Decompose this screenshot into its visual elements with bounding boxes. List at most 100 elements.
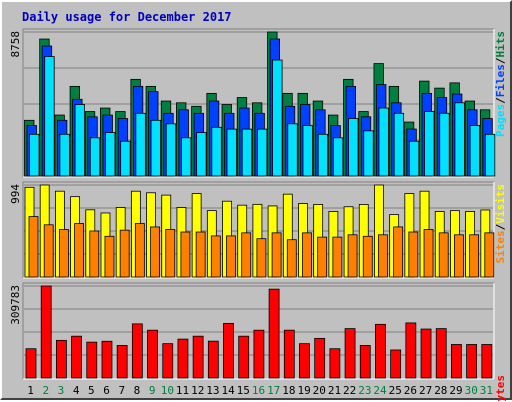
hits-files-pages-legend: Pages/Files/Hits <box>494 31 507 137</box>
x-tick-label-day-5: 5 <box>88 384 95 397</box>
pages-bar-day-17 <box>272 59 283 177</box>
sites-bar-day-18 <box>286 239 297 278</box>
sites-bar-day-10 <box>165 229 176 278</box>
kbytes-bar-day-15 <box>238 335 250 379</box>
sites-bar-day-11 <box>180 231 191 278</box>
kbytes-bar-day-23 <box>359 345 371 379</box>
sites-bar-day-21 <box>332 236 343 278</box>
x-tick-label-day-21: 21 <box>328 384 341 397</box>
x-tick-label-day-8: 8 <box>134 384 141 397</box>
sites-bar-day-30 <box>469 234 480 278</box>
sites-bar-day-16 <box>256 238 267 278</box>
pages-bar-day-4 <box>74 104 85 177</box>
x-tick-label-day-28: 28 <box>434 384 447 397</box>
x-tick-label-day-10: 10 <box>161 384 174 397</box>
x-tick-label-day-30: 30 <box>465 384 478 397</box>
kbytes-bar-day-20 <box>314 337 326 379</box>
x-tick-label-day-11: 11 <box>176 384 189 397</box>
x-tick-label-day-20: 20 <box>313 384 326 397</box>
sites-bar-day-29 <box>454 234 464 278</box>
x-tick-label-day-12: 12 <box>191 384 204 397</box>
legend-separator: / <box>494 223 507 230</box>
sites-bar-day-4 <box>74 223 84 278</box>
kbytes-bar-day-6 <box>101 340 113 379</box>
x-tick-label-day-14: 14 <box>221 384 235 397</box>
pages-bar-day-10 <box>165 123 177 177</box>
x-tick-label-day-18: 18 <box>282 384 295 397</box>
sites-bar-day-22 <box>347 234 358 278</box>
sites-bar-day-23 <box>362 235 373 278</box>
sites-bar-day-12 <box>195 231 206 278</box>
x-tick-label-day-23: 23 <box>358 384 371 397</box>
sites-bar-day-27 <box>423 229 434 278</box>
pages-bar-day-5 <box>89 137 101 177</box>
pages-bar-day-14 <box>226 128 237 177</box>
pages-bar-day-1 <box>29 133 40 177</box>
x-tick-label-day-27: 27 <box>419 384 432 397</box>
sites-bar-day-6 <box>104 235 115 278</box>
kbytes-panel-max-label: 309783 <box>9 285 22 325</box>
x-tick-label-day-1: 1 <box>27 384 34 397</box>
pages-bar-day-21 <box>332 137 344 177</box>
legend-separator: / <box>494 97 507 104</box>
pages-bar-day-16 <box>257 128 268 177</box>
sites-bar-day-31 <box>484 232 495 278</box>
kbytes-bar-day-21 <box>329 348 341 379</box>
sites-bar-day-26 <box>408 231 419 278</box>
x-tick-label-day-7: 7 <box>118 384 125 397</box>
kbytes-bar-day-14 <box>223 322 234 379</box>
chart-title: Daily usage for December 2017 <box>22 10 232 24</box>
kbytes-bar-day-11 <box>177 338 189 379</box>
kbytes-bar-day-4 <box>71 335 82 379</box>
kbytes-bar-day-3 <box>55 339 67 379</box>
x-tick-label-day-22: 22 <box>343 384 356 397</box>
x-tick-label-day-31: 31 <box>480 384 493 397</box>
hits-panel-max-label: 8758 <box>9 31 22 58</box>
x-tick-label-day-4: 4 <box>73 384 80 397</box>
sites-bar-day-2 <box>43 224 54 278</box>
sites-bar-day-24 <box>378 234 388 278</box>
x-tick-label-day-29: 29 <box>449 384 462 397</box>
x-tick-label-day-17: 17 <box>267 384 280 397</box>
legend-separator: / <box>494 57 507 64</box>
kbytes-bar-day-29 <box>451 344 462 379</box>
legend-kbytes: KBytes <box>494 375 507 402</box>
sites-bar-day-28 <box>438 232 449 278</box>
pages-bar-day-6 <box>105 132 116 177</box>
kbytes-bar-day-25 <box>390 349 402 379</box>
kbytes-bar-day-5 <box>86 341 98 379</box>
x-tick-label-day-6: 6 <box>103 384 110 397</box>
pages-bar-day-29 <box>454 102 465 177</box>
x-tick-label-day-13: 13 <box>206 384 219 397</box>
visits-sites-legend: Sites/Visits <box>494 184 507 264</box>
pages-bar-day-26 <box>408 140 420 177</box>
kbytes-bar-day-2 <box>40 285 52 379</box>
x-tick-label-day-26: 26 <box>404 384 417 397</box>
kbytes-bar-day-13 <box>207 340 219 379</box>
pages-bar-day-3 <box>59 133 70 177</box>
sites-bar-day-19 <box>302 232 312 278</box>
sites-bar-day-7 <box>119 229 130 278</box>
legend-hits: Hits <box>494 31 507 58</box>
legend-visits: Visits <box>494 184 507 224</box>
pages-bar-day-11 <box>181 137 192 177</box>
pages-bar-day-9 <box>150 119 161 177</box>
kbytes-bar-day-1 <box>25 348 37 379</box>
kbytes-bar-day-28 <box>435 328 447 379</box>
sites-bar-day-13 <box>210 235 221 278</box>
x-tick-label-day-15: 15 <box>237 384 250 397</box>
x-tick-label-day-19: 19 <box>297 384 310 397</box>
legend-files: Files <box>494 64 507 97</box>
kbytes-bar-day-8 <box>131 323 143 379</box>
legend-sites: Sites <box>494 230 507 263</box>
sites-bar-day-17 <box>271 232 282 278</box>
pages-bar-day-15 <box>241 128 253 177</box>
kbytes-bar-day-7 <box>116 345 128 379</box>
kbytes-bar-day-31 <box>481 344 493 379</box>
pages-bar-day-31 <box>484 133 496 177</box>
kbytes-bar-day-30 <box>466 344 478 379</box>
kbytes-legend: KBytes <box>494 375 507 402</box>
kbytes-bar-day-22 <box>344 328 356 379</box>
